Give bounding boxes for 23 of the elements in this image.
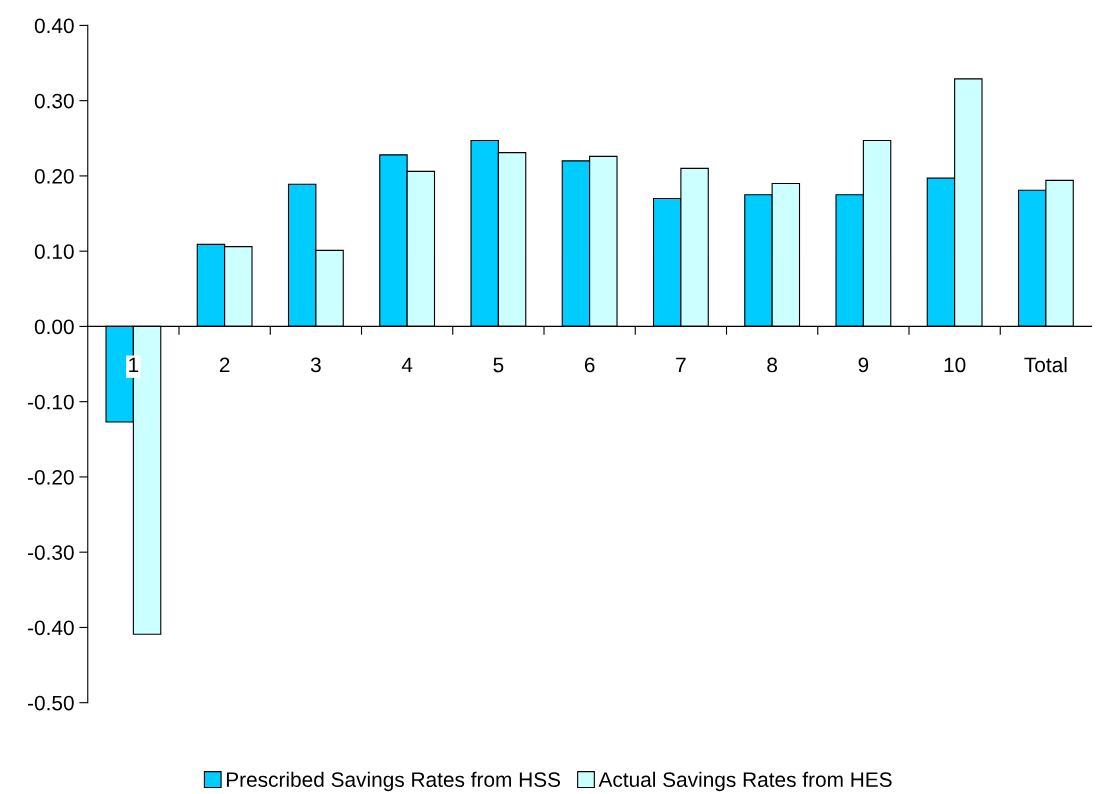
x-tick-label: 2 — [219, 357, 230, 373]
y-tick-label: 0.10 — [34, 244, 74, 259]
y-tick-label: 0.30 — [34, 93, 74, 109]
x-tick-label: 10 — [944, 357, 966, 373]
y-tick-label: -0.30 — [28, 545, 74, 560]
legend-label: Prescribed Savings Rates from HSS — [226, 771, 561, 792]
x-tick-label: 3 — [310, 357, 321, 373]
x-tick-label: Total — [1024, 356, 1067, 373]
x-tick-label: 5 — [493, 357, 504, 373]
y-tick-label: 0.00 — [34, 319, 74, 335]
y-tick-label: -0.50 — [28, 695, 74, 711]
y-tick-label: -0.10 — [28, 394, 74, 410]
x-tick-label: 6 — [584, 357, 595, 373]
y-tick-label: -0.40 — [28, 620, 74, 636]
y-tick-label: 0.40 — [34, 18, 74, 34]
x-tick-label: 7 — [676, 357, 686, 373]
y-tick-label: -0.20 — [28, 469, 74, 485]
legend-label: Actual Savings Rates from HES — [598, 771, 892, 792]
x-tick-label: 1 — [129, 357, 139, 373]
x-tick-label: 4 — [401, 357, 413, 373]
y-tick-label: 0.20 — [34, 168, 74, 184]
x-tick-label: 8 — [767, 357, 778, 373]
x-tick-label: 9 — [858, 357, 869, 373]
